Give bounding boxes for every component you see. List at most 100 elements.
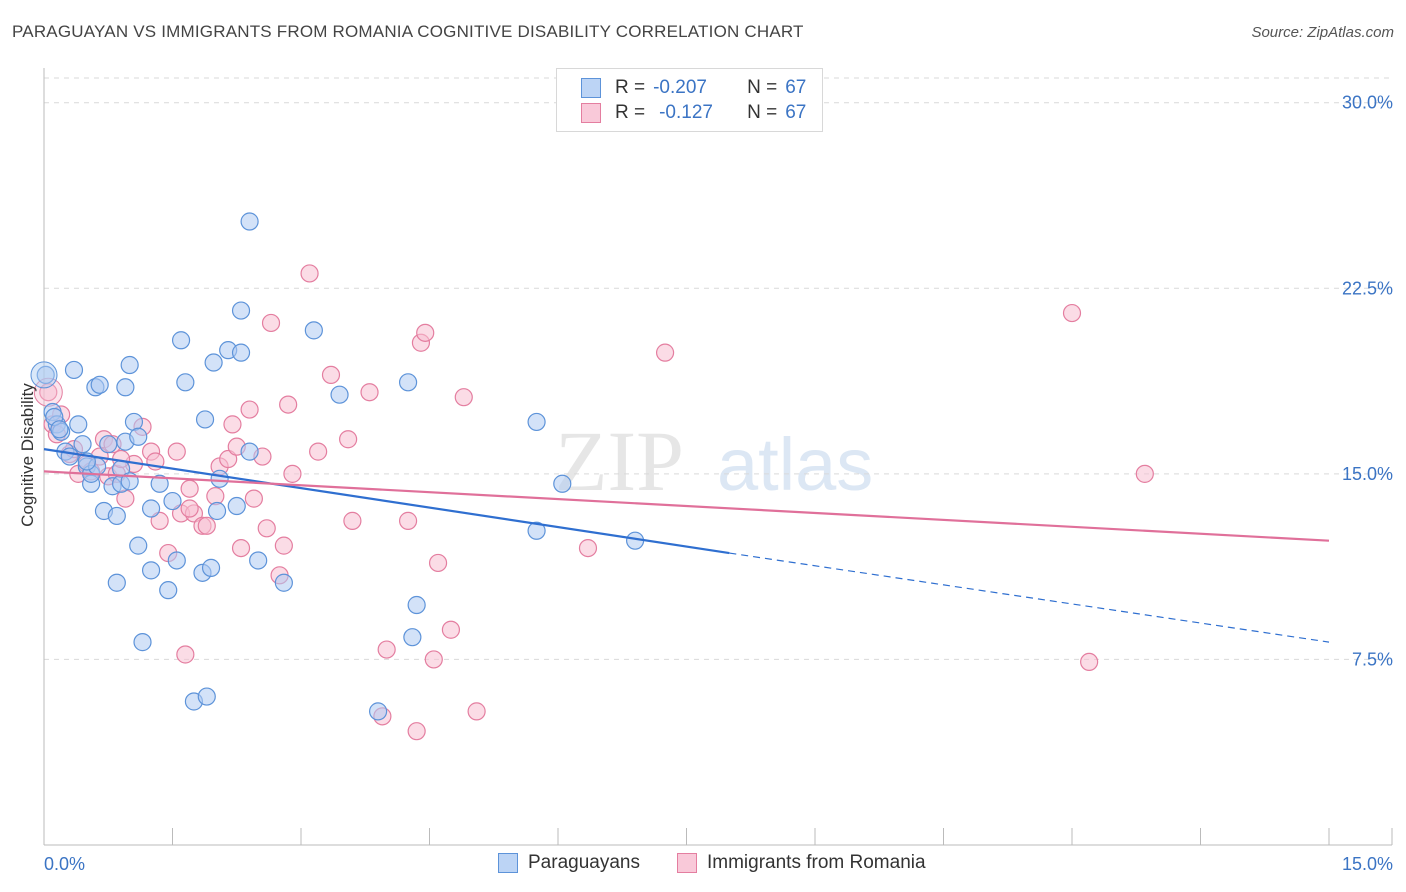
correlation-legend: R = -0.207 N = 67 R = -0.127 N = 67 (556, 68, 823, 132)
watermark-atlas: atlas (717, 423, 873, 506)
romania-point (377, 640, 396, 659)
y-tick-label: 30.0% (1342, 93, 1393, 113)
paraguayan-point (159, 581, 178, 600)
romania-point (274, 536, 293, 555)
paraguayan-point (369, 702, 388, 721)
paraguayan-point (210, 469, 229, 488)
paraguayan-point (99, 435, 118, 454)
romania-point (398, 511, 418, 530)
legend-r-value: -0.207 (653, 77, 707, 98)
bottom-legend-swatch-blue (498, 853, 518, 873)
romania-point (578, 538, 598, 558)
legend-swatch-blue (581, 78, 601, 98)
legend-r-value: -0.127 (659, 102, 713, 123)
source-label: Source: ZipAtlas.com (1251, 24, 1394, 41)
y-axis-label: Cognitive Disability (18, 383, 37, 527)
paraguayan-point (50, 420, 69, 439)
gridlines (44, 77, 1392, 660)
y-tick-label: 7.5% (1352, 649, 1393, 669)
x-tick-labels: 0.0% 15.0% (44, 854, 1393, 874)
paraguayan-point (107, 573, 126, 592)
x-tick-label-max: 15.0% (1342, 854, 1393, 874)
romania-point (416, 323, 435, 342)
bottom-legend-paraguayans: Paraguayans (498, 852, 640, 874)
romania-point (180, 499, 199, 518)
paraguayan-point (90, 375, 109, 394)
romania-point (300, 264, 319, 283)
paraguayan-point (60, 447, 79, 466)
paraguayan-point (231, 301, 251, 320)
paraguayan-point (150, 474, 169, 493)
chart-title: PARAGUAYAN VS IMMIGRANTS FROM ROMANIA CO… (12, 22, 804, 41)
romania-point (360, 383, 379, 402)
romania-point (339, 430, 358, 449)
romania-point (467, 702, 486, 721)
paraguayan-point (403, 628, 422, 647)
paraguayan-point (30, 361, 58, 389)
romania-point (261, 313, 281, 333)
paraguayan-point (133, 633, 152, 652)
romania-point (219, 449, 238, 469)
paraguayan-point (553, 474, 572, 493)
paraguayan-point (171, 331, 191, 350)
legend-r-label: R = (615, 77, 646, 98)
paraguayan-point (398, 373, 418, 392)
legend-row-paraguayans: R = -0.207 N = 67 (581, 77, 806, 99)
paraguayan-point (227, 496, 246, 516)
romania-point (240, 400, 259, 419)
bottom-legend-swatch-pink (677, 853, 697, 873)
paraguayan-point (231, 343, 251, 362)
y-tick-label: 15.0% (1342, 464, 1393, 484)
romania-point (454, 388, 473, 407)
romania-points (33, 264, 1154, 741)
paraguayan-point (141, 499, 161, 518)
legend-row-romania: R = -0.127 N = 67 (581, 102, 806, 124)
romania-point (176, 645, 195, 664)
watermark: ZIP atlas (555, 413, 873, 509)
paraguayan-point (167, 551, 186, 570)
paraguayan-point (64, 360, 84, 380)
romania-point (223, 415, 242, 434)
paraguayan-point (527, 521, 546, 540)
romania-point (231, 538, 251, 558)
paraguayan-point (240, 442, 259, 461)
paraguayan-point (527, 412, 546, 432)
romania-point (655, 343, 675, 362)
paraguayan-point (407, 595, 426, 615)
paraguayan-point (195, 410, 215, 429)
paraguayan-point (201, 558, 221, 577)
paraguayan-point (204, 353, 223, 372)
x-tick-label-min: 0.0% (44, 854, 85, 874)
paraguayan-point (197, 687, 216, 706)
romania-point (407, 722, 426, 741)
legend-n-label: N = (747, 77, 778, 98)
trend-lines (43, 448, 1330, 643)
romania-trend-line (43, 470, 1330, 542)
paraguayan-point (69, 415, 88, 434)
paraguayan-point (304, 321, 323, 340)
romania-point (244, 489, 263, 508)
paraguayan-point (120, 355, 139, 375)
romania-point (309, 442, 328, 461)
paraguayan-point (176, 373, 195, 392)
legend-n-label: N = (747, 102, 778, 123)
paraguayan-point (73, 435, 92, 454)
paraguayan-point (240, 212, 259, 231)
y-tick-label: 22.5% (1342, 278, 1393, 298)
paraguayan-point (207, 501, 227, 521)
x-ticks (43, 828, 1393, 845)
paraguayan-point (116, 378, 135, 397)
paraguayan-point (274, 573, 293, 592)
bottom-legend-romania: Immigrants from Romania (677, 852, 926, 874)
legend-r-label: R = (615, 102, 646, 123)
paraguayan-point (249, 551, 268, 570)
paraguayan-point (163, 491, 182, 511)
romania-point (1062, 303, 1082, 323)
romania-point (321, 365, 341, 385)
paraguayan-point (330, 385, 349, 404)
bottom-legend-label: Immigrants from Romania (707, 852, 926, 873)
paraguayan-trend-extension (729, 552, 1330, 643)
legend-n-value: 67 (785, 102, 807, 123)
watermark-zip: ZIP (555, 413, 684, 509)
romania-point (283, 464, 302, 483)
